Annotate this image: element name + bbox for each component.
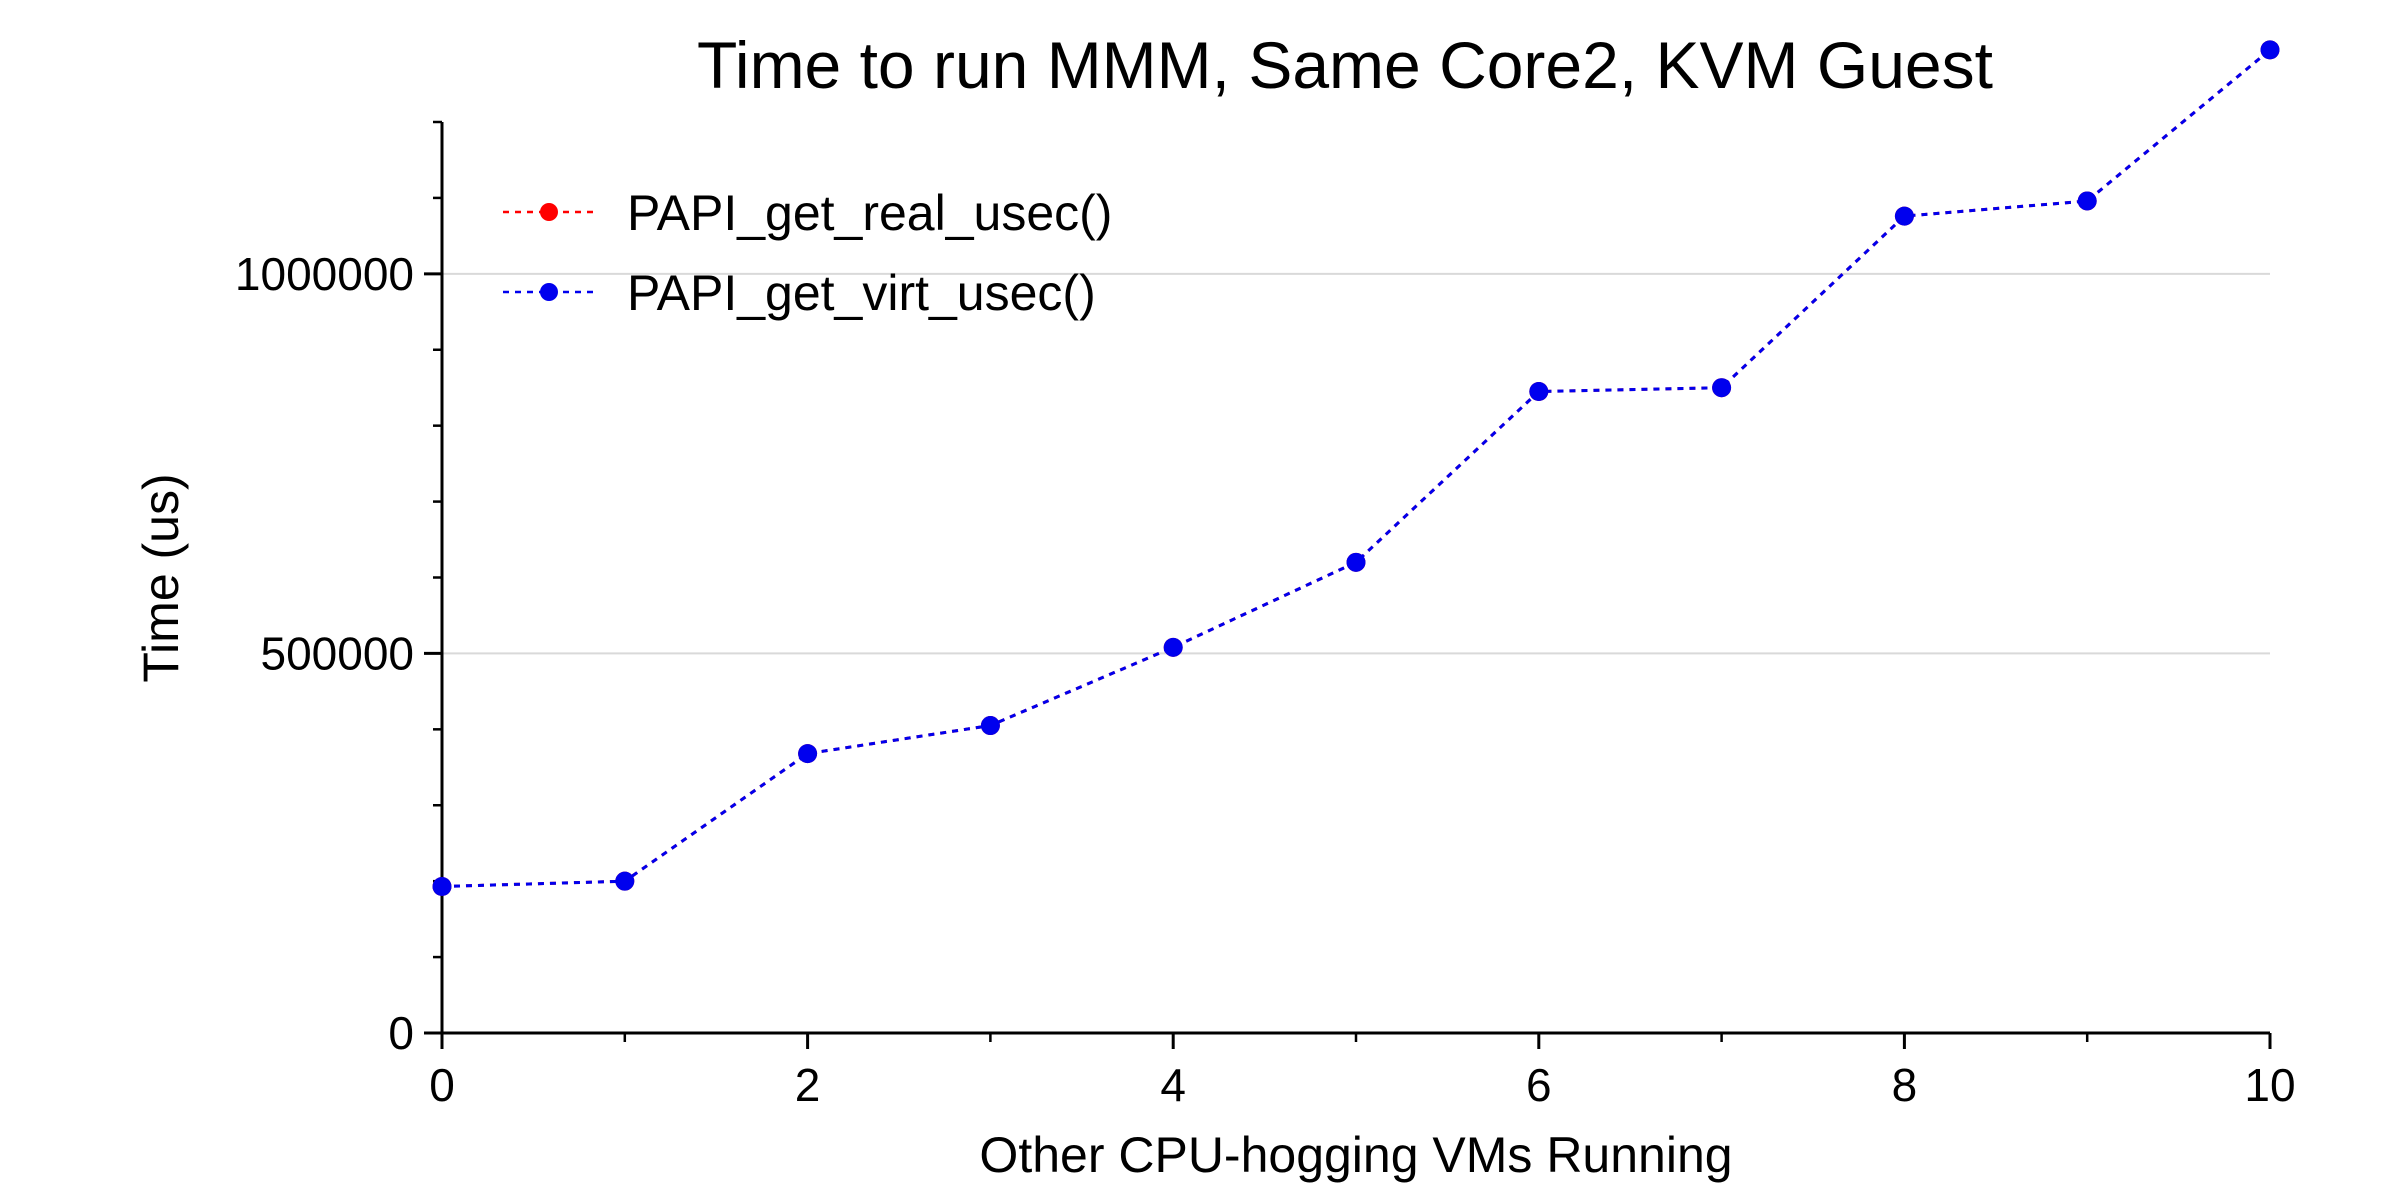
y-axis-label: Time (us) [133, 473, 189, 682]
chart-title: Time to run MMM, Same Core2, KVM Guest [697, 28, 1993, 102]
data-point-s1-10 [2260, 40, 2280, 60]
y-tick-label-2: 1000000 [235, 248, 414, 300]
data-point-s1-3 [980, 716, 1000, 736]
legend-label-real: PAPI_get_real_usec() [627, 185, 1112, 241]
legend-label-virt: PAPI_get_virt_usec() [627, 265, 1096, 321]
x-tick-label-3: 6 [1526, 1059, 1552, 1111]
data-point-s1-2 [798, 744, 818, 764]
series-lines [432, 40, 2280, 896]
data-point-s1-0 [432, 876, 452, 896]
legend-swatch-marker-virt [540, 283, 558, 301]
data-point-s1-9 [2077, 191, 2097, 211]
x-tick-label-0: 0 [429, 1059, 455, 1111]
x-tick-label-1: 2 [795, 1059, 821, 1111]
x-tick-label-5: 10 [2244, 1059, 2295, 1111]
x-tick-label-2: 4 [1160, 1059, 1186, 1111]
data-point-s1-6 [1529, 382, 1549, 402]
legend: PAPI_get_real_usec() PAPI_get_virt_usec(… [503, 185, 1112, 321]
legend-swatch-marker-real [540, 203, 558, 221]
data-point-s1-1 [615, 871, 635, 891]
grid-lines [442, 272, 2270, 655]
data-point-s1-7 [1712, 378, 1732, 398]
x-axis-label: Other CPU-hogging VMs Running [979, 1127, 1732, 1183]
data-point-s1-8 [1894, 206, 1914, 226]
y-tick-label-0: 0 [388, 1007, 414, 1059]
y-axis-ticks: 0 500000 1000000 [235, 120, 442, 1059]
y-tick-label-1: 500000 [261, 627, 415, 679]
x-axis-ticks: 0 2 4 6 8 10 [429, 1033, 2296, 1111]
data-point-s1-5 [1346, 552, 1366, 572]
x-tick-label-4: 8 [1892, 1059, 1918, 1111]
data-point-s1-4 [1163, 637, 1183, 657]
